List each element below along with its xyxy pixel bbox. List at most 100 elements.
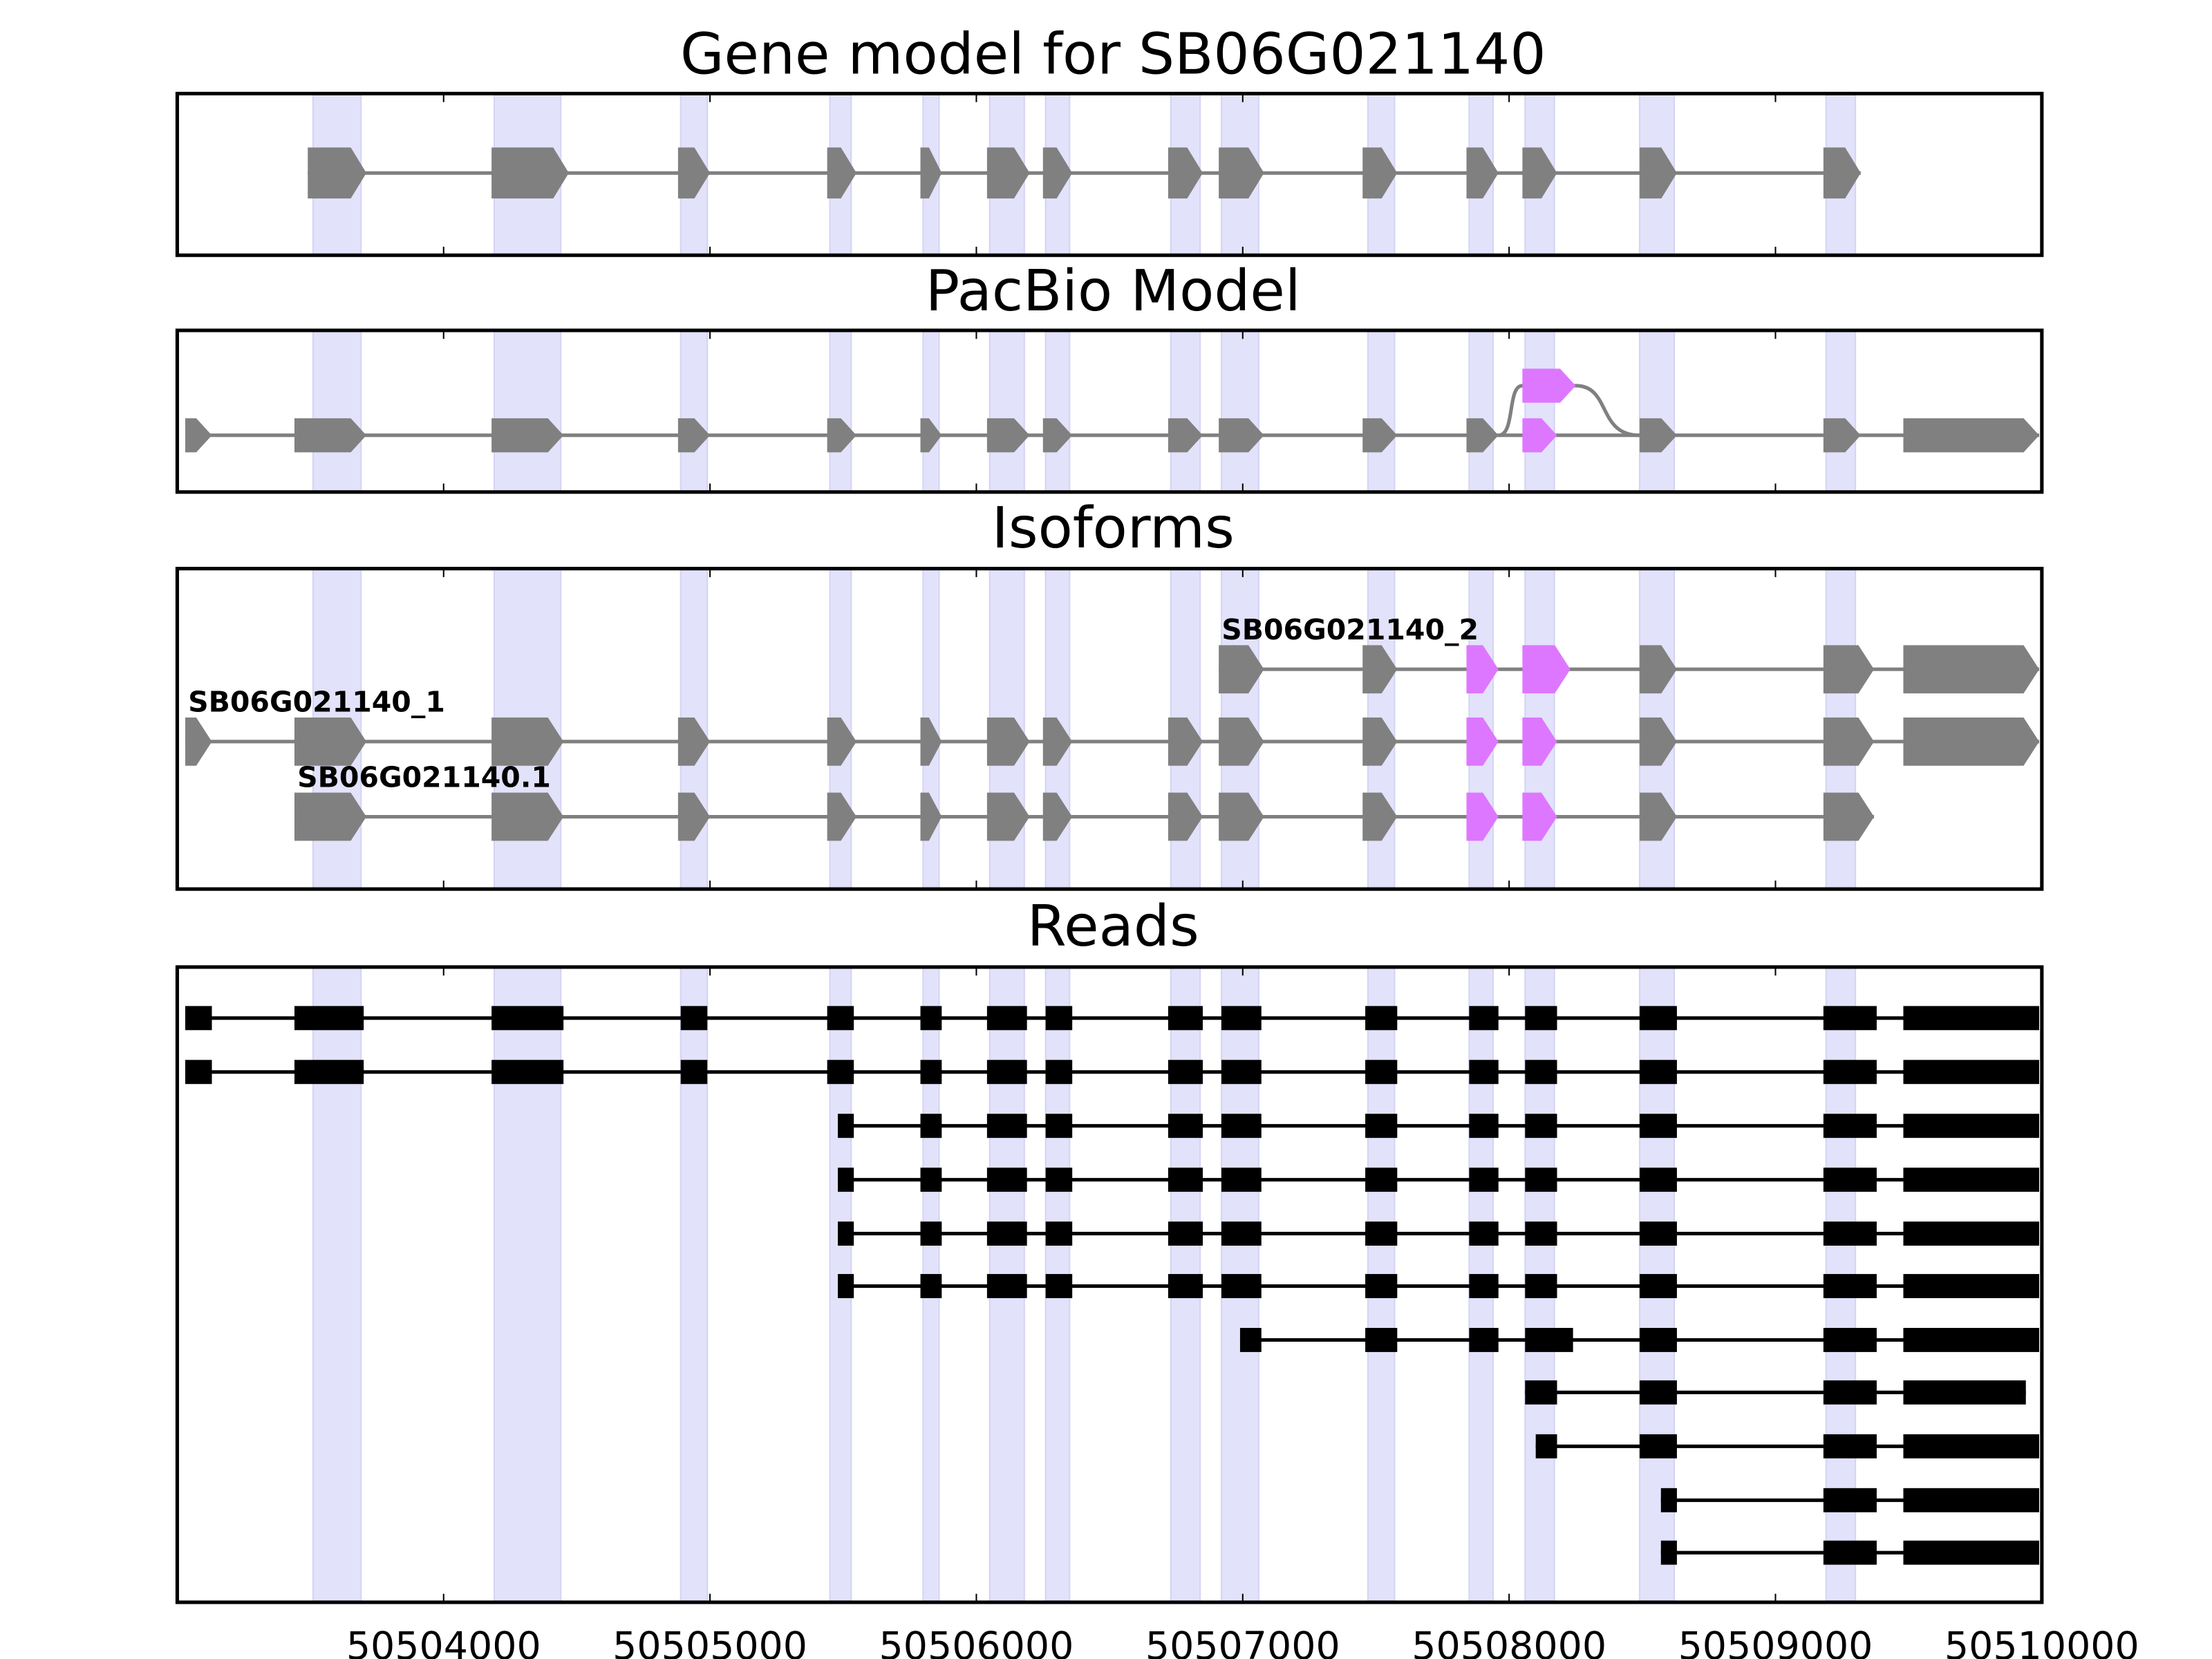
read-block bbox=[827, 1006, 854, 1031]
read-block bbox=[1045, 1114, 1073, 1138]
read-row bbox=[1525, 1380, 2026, 1405]
read-block bbox=[1903, 1380, 2026, 1405]
transcript-track bbox=[308, 147, 1861, 199]
read-block bbox=[1365, 1114, 1398, 1138]
exon bbox=[1168, 792, 1203, 841]
read-block bbox=[1525, 1060, 1557, 1085]
exon bbox=[827, 147, 857, 199]
read-block bbox=[920, 1060, 942, 1085]
x-tick-label: 50510000 bbox=[1944, 1624, 2139, 1659]
exon bbox=[1042, 147, 1073, 199]
exon bbox=[1219, 792, 1264, 841]
panel-pacbio bbox=[175, 328, 2044, 494]
read-block bbox=[1823, 1060, 1877, 1085]
read-block bbox=[1365, 1168, 1398, 1192]
read-block bbox=[986, 1060, 1027, 1085]
exon bbox=[1522, 717, 1557, 766]
read-block bbox=[920, 1006, 942, 1031]
transcript-track: SB06G021140.1 bbox=[294, 760, 1875, 841]
exon bbox=[1823, 147, 1861, 199]
read-row bbox=[185, 1006, 2039, 1031]
exon bbox=[1466, 792, 1499, 841]
read-block bbox=[1045, 1168, 1073, 1192]
read-block bbox=[1365, 1328, 1398, 1352]
exon bbox=[1639, 147, 1677, 199]
read-block bbox=[185, 1006, 212, 1031]
panel-title-gene-model: Gene model for SB06G021140 bbox=[680, 22, 1546, 88]
alternative-splice-curve bbox=[1498, 384, 1640, 438]
read-row bbox=[1660, 1488, 2039, 1512]
x-tick-label: 50505000 bbox=[612, 1624, 807, 1659]
read-block bbox=[1823, 1221, 1877, 1246]
read-block bbox=[986, 1274, 1027, 1298]
read-row bbox=[838, 1274, 2039, 1298]
read-block bbox=[827, 1060, 854, 1085]
exon bbox=[1522, 147, 1557, 199]
read-block bbox=[1903, 1540, 2039, 1565]
exon bbox=[1168, 147, 1203, 199]
read-block bbox=[1903, 1434, 2039, 1459]
exon bbox=[491, 792, 564, 841]
highlight-band bbox=[1367, 329, 1396, 493]
read-block bbox=[185, 1060, 212, 1085]
read-block bbox=[1639, 1380, 1677, 1405]
exon bbox=[1168, 717, 1203, 766]
exon bbox=[920, 147, 942, 199]
exon bbox=[920, 792, 942, 841]
panel-frame bbox=[175, 91, 2044, 257]
read-block bbox=[1525, 1168, 1557, 1192]
panel-frame bbox=[175, 567, 2044, 891]
read-block bbox=[1221, 1060, 1262, 1085]
highlight-band bbox=[493, 329, 562, 493]
exon bbox=[1466, 147, 1499, 199]
exon bbox=[294, 418, 367, 453]
read-block bbox=[920, 1274, 942, 1298]
read-block bbox=[838, 1114, 854, 1138]
read-block bbox=[1823, 1274, 1877, 1298]
read-block bbox=[838, 1221, 854, 1246]
exon bbox=[1522, 418, 1557, 453]
panel-title-isoforms: Isoforms bbox=[992, 496, 1235, 561]
exon bbox=[1639, 717, 1677, 766]
read-block bbox=[1365, 1274, 1398, 1298]
read-block bbox=[1903, 1168, 2039, 1192]
read-block bbox=[1045, 1006, 1073, 1031]
exon bbox=[1639, 792, 1677, 841]
read-block bbox=[1469, 1274, 1499, 1298]
read-block bbox=[1823, 1114, 1877, 1138]
exon bbox=[827, 792, 857, 841]
read-block bbox=[838, 1274, 854, 1298]
exon bbox=[1522, 792, 1557, 841]
read-block bbox=[1045, 1274, 1073, 1298]
read-block bbox=[680, 1060, 708, 1085]
x-tick-label: 50507000 bbox=[1145, 1624, 1340, 1659]
read-block bbox=[1823, 1434, 1877, 1459]
exon bbox=[1362, 792, 1398, 841]
read-row bbox=[185, 1060, 2039, 1085]
read-block bbox=[986, 1221, 1027, 1246]
read-block bbox=[1469, 1114, 1499, 1138]
exon bbox=[1823, 792, 1875, 841]
transcript-track: SB06G021140_1 bbox=[185, 686, 2039, 766]
exon bbox=[1042, 717, 1073, 766]
read-block bbox=[1469, 1006, 1499, 1031]
read-block bbox=[986, 1168, 1027, 1192]
highlight-band bbox=[1524, 329, 1555, 493]
x-tick-label: 50506000 bbox=[879, 1624, 1074, 1659]
read-block bbox=[1045, 1221, 1073, 1246]
isoform-label: SB06G021140_1 bbox=[188, 686, 445, 719]
read-block bbox=[294, 1006, 364, 1031]
highlight-band bbox=[922, 329, 940, 493]
read-block bbox=[294, 1060, 364, 1085]
read-block bbox=[1365, 1060, 1398, 1085]
exon bbox=[1823, 645, 1875, 694]
read-row bbox=[838, 1221, 2039, 1246]
exon bbox=[1466, 645, 1499, 694]
exon bbox=[1168, 418, 1203, 453]
highlight-band bbox=[312, 329, 362, 493]
exon bbox=[185, 717, 212, 766]
exon bbox=[920, 717, 942, 766]
isoform-label: SB06G021140_2 bbox=[1221, 613, 1479, 646]
read-block bbox=[1903, 1006, 2039, 1031]
